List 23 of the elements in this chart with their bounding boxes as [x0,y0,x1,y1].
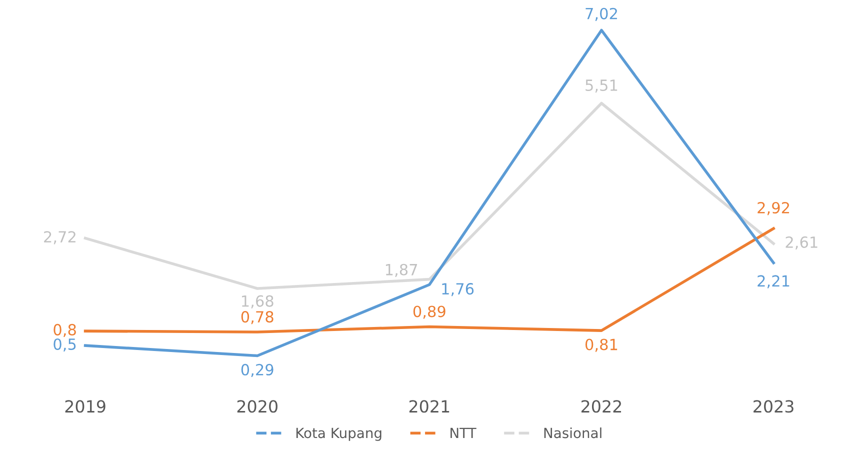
data-label: 0,81 [585,338,618,352]
x-tick-label: 2020 [237,400,278,413]
data-label: 0,5 [54,338,76,352]
data-label: 0,89 [413,306,446,319]
data-label: 2,61 [786,236,818,250]
data-label: 2,72 [44,231,76,244]
data-label: 2,21 [758,275,790,288]
legend-label: Nasional [544,427,602,438]
x-tick-label: 2021 [409,400,450,413]
data-label: 7,02 [586,8,617,21]
data-label: 1,87 [386,264,418,277]
data-label: 0,29 [241,364,274,377]
legend-label: NTT [450,428,476,438]
legend-label: Kota Kupang [296,428,382,441]
x-tick-label: 2023 [754,400,794,413]
data-label: 5,51 [586,80,618,93]
data-label: 1,76 [442,283,474,296]
x-tick-label: 2022 [581,400,622,413]
x-tick-label: 2019 [65,400,106,413]
data-label: 0,78 [241,311,274,324]
data-label: 0,8 [54,324,76,338]
data-label: 2,92 [758,202,790,216]
data-label: 1,68 [242,295,274,308]
